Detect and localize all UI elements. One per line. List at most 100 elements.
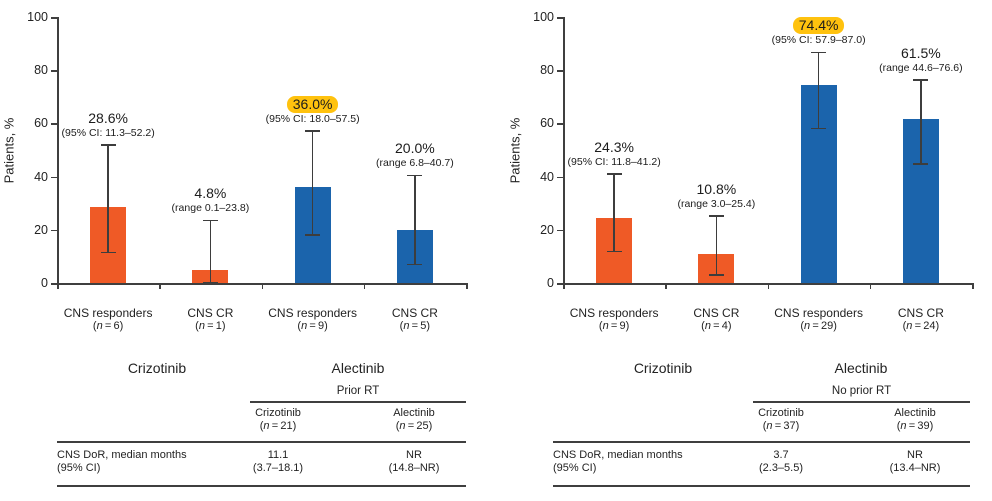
error-bar-cap-bottom bbox=[407, 263, 423, 266]
value-label-block: 61.5% (range 44.6–76.6) bbox=[879, 45, 962, 75]
table-rule-mid bbox=[553, 441, 970, 443]
table-value: 3.7 (2.3–5.5) bbox=[758, 449, 804, 474]
x-tick bbox=[261, 283, 263, 289]
group-label-crizotinib: Crizotinib bbox=[127, 360, 187, 376]
value-label-block: 74.4% (95% CI: 57.9–87.0) bbox=[772, 17, 866, 47]
x-tick bbox=[665, 283, 667, 289]
y-tick bbox=[557, 176, 563, 179]
ci-label: (95% CI: 57.9–87.0) bbox=[771, 34, 866, 47]
y-tick bbox=[51, 17, 57, 19]
error-bar-cap-bottom bbox=[305, 234, 321, 236]
table-rule-top bbox=[250, 401, 466, 403]
error-bar-cap-top bbox=[913, 79, 929, 81]
table-col-header: Crizotinib (n = 37) bbox=[758, 407, 804, 432]
value-label-block: 20.0% (range 6.8–40.7) bbox=[376, 140, 454, 170]
error-bar-line bbox=[311, 130, 314, 236]
value-label: 4.8% bbox=[194, 185, 227, 202]
value-label-block: 28.6% (95% CI: 11.3–52.2) bbox=[62, 110, 155, 140]
y-axis-line bbox=[57, 17, 59, 285]
x-tick bbox=[767, 283, 769, 289]
category-label: CNS responders (n = 29) bbox=[774, 306, 863, 332]
error-bar-cap-top bbox=[407, 174, 423, 177]
error-bar-cap-bottom bbox=[202, 281, 218, 284]
value-label-block: 36.0% (95% CI: 18.0–57.5) bbox=[265, 95, 360, 126]
error-bar-cap-top bbox=[305, 130, 321, 132]
category-label: CNS CR (n = 24) bbox=[897, 306, 944, 332]
error-bar-cap-bottom bbox=[708, 274, 724, 276]
y-tick-label: 60 bbox=[540, 116, 554, 131]
ci-label: (range 44.6–76.6) bbox=[879, 61, 963, 74]
x-tick bbox=[972, 283, 974, 289]
error-bar-cap-bottom bbox=[913, 163, 929, 165]
error-bar-line bbox=[817, 51, 820, 129]
table-span-header: Prior RT bbox=[336, 385, 380, 397]
ci-label: (range 3.0–25.4) bbox=[677, 197, 756, 210]
table-value: 11.1 (3.7–18.1) bbox=[252, 449, 304, 474]
x-tick bbox=[363, 283, 366, 289]
value-label-block: 10.8% (range 3.0–25.4) bbox=[678, 181, 756, 211]
highlight-pill: 74.4% bbox=[792, 17, 845, 35]
table-rule-top bbox=[753, 401, 970, 403]
category-label: CNS responders (n = 6) bbox=[63, 306, 153, 332]
category-label: CNS responders (n = 9) bbox=[268, 306, 357, 332]
y-tick-label: 100 bbox=[533, 10, 554, 24]
ci-label: (95% CI: 11.3–52.2) bbox=[61, 126, 155, 139]
group-label-crizotinib: Crizotinib bbox=[633, 360, 693, 376]
table-col-header: Alectinib (n = 25) bbox=[393, 407, 435, 432]
value-label: 20.0% bbox=[395, 140, 435, 157]
category-label: CNS CR (n = 5) bbox=[391, 306, 438, 332]
y-tick-label: 80 bbox=[540, 63, 554, 78]
table-row-label: CNS DoR, median months (95% CI) bbox=[57, 449, 187, 474]
category-label: CNS CR (n = 1) bbox=[187, 306, 234, 332]
error-bar-cap-bottom bbox=[606, 250, 622, 253]
ci-label: (95% CI: 18.0–57.5) bbox=[265, 112, 360, 125]
y-tick bbox=[557, 229, 563, 232]
table-value: NR (14.8–NR) bbox=[388, 449, 440, 474]
y-tick bbox=[557, 283, 563, 285]
y-tick-label: 0 bbox=[41, 276, 48, 290]
y-tick-label: 40 bbox=[34, 169, 48, 184]
value-label: 36.0% bbox=[266, 95, 360, 113]
error-bar-line bbox=[613, 173, 615, 252]
error-bar-cap-top bbox=[202, 219, 218, 222]
value-label-block: 4.8% (range 0.1–23.8) bbox=[172, 185, 250, 215]
ci-label: (95% CI: 11.8–41.2) bbox=[567, 155, 661, 168]
error-bar-cap-bottom bbox=[811, 127, 827, 130]
ci-label: (range 0.1–23.8) bbox=[171, 202, 250, 215]
table-rule-mid bbox=[57, 441, 466, 443]
y-tick-label: 20 bbox=[34, 222, 48, 237]
table-rule-bottom bbox=[553, 485, 970, 487]
x-tick bbox=[57, 283, 59, 289]
highlight-pill: 36.0% bbox=[286, 95, 339, 113]
error-bar-line bbox=[107, 144, 109, 253]
y-tick bbox=[51, 176, 57, 179]
error-bar-cap-bottom bbox=[100, 251, 116, 254]
y-tick-label: 20 bbox=[540, 222, 554, 237]
y-tick bbox=[557, 70, 563, 72]
y-tick-label: 0 bbox=[547, 276, 554, 290]
value-label: 74.4% bbox=[772, 17, 866, 35]
y-tick-label: 40 bbox=[540, 169, 554, 184]
error-bar-line bbox=[414, 174, 416, 265]
value-label: 28.6% bbox=[88, 109, 128, 126]
x-tick bbox=[563, 283, 565, 289]
y-tick bbox=[51, 229, 57, 232]
value-label: 10.8% bbox=[696, 180, 737, 197]
y-tick bbox=[51, 283, 57, 285]
y-tick bbox=[51, 123, 57, 125]
category-label: CNS responders (n = 9) bbox=[569, 306, 659, 332]
y-tick-label: 80 bbox=[34, 63, 48, 78]
value-label: 61.5% bbox=[901, 44, 941, 61]
table-value: NR (13.4–NR) bbox=[889, 449, 941, 474]
x-tick bbox=[159, 283, 161, 289]
category-label: CNS CR (n = 4) bbox=[693, 306, 740, 332]
x-tick bbox=[466, 283, 468, 289]
table-col-header: Alectinib (n = 39) bbox=[894, 407, 936, 432]
error-bar-line bbox=[920, 79, 922, 165]
group-label-alectinib: Alectinib bbox=[834, 360, 888, 376]
y-tick bbox=[557, 123, 563, 125]
y-tick-label: 60 bbox=[34, 116, 48, 131]
y-tick-label: 100 bbox=[27, 10, 48, 24]
